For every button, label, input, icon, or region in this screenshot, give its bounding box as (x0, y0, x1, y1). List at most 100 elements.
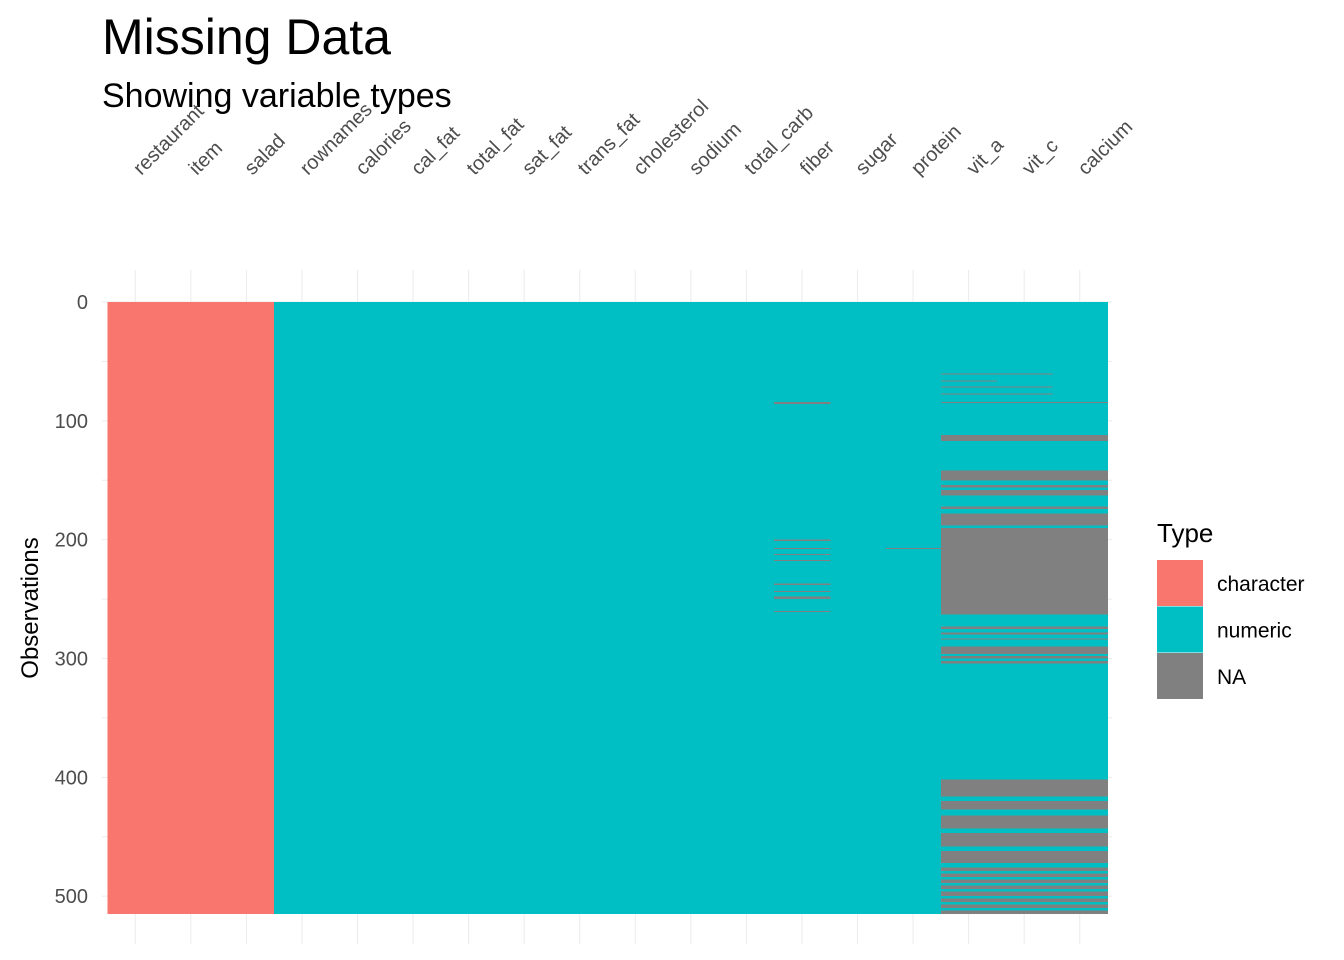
missing-tile (1051, 873, 1109, 878)
missing-tile (940, 910, 997, 914)
missing-tile (996, 779, 1053, 797)
missing-tile (996, 489, 1053, 496)
y-tick-label: 200 (55, 530, 88, 552)
missing-tile (996, 646, 1053, 654)
tile-salad (218, 302, 275, 914)
missing-tile (1051, 779, 1109, 797)
missing-tile (940, 386, 997, 388)
missing-tile (1051, 898, 1109, 903)
legend-key-character (1157, 560, 1203, 606)
missing-tile (996, 656, 1053, 659)
missing-tile (940, 435, 997, 442)
missing-tile (1051, 656, 1109, 659)
chart-title: Missing Data (102, 9, 391, 65)
x-tick-label-total_fat: total_fat (463, 113, 529, 179)
missing-tile (1051, 660, 1109, 664)
missing-tile (1051, 626, 1109, 629)
missing-tile (940, 851, 997, 863)
missing-tile (996, 632, 1053, 635)
missing-tile (996, 470, 1053, 481)
chart-subtitle: Showing variable types (102, 77, 452, 115)
missing-tile (996, 904, 1053, 909)
y-tick-label: 0 (77, 292, 88, 314)
tile-trans_fat (551, 302, 609, 914)
missing-tile (940, 656, 997, 659)
missing-tile (996, 851, 1053, 863)
y-tick-label: 500 (55, 886, 88, 908)
missing-tile (1051, 851, 1109, 863)
missing-tile (1051, 401, 1109, 404)
missing-tile (996, 801, 1053, 810)
missing-tile (996, 867, 1053, 872)
y-tick-label: 300 (55, 649, 88, 671)
missing-tile (996, 435, 1053, 442)
missing-tile (940, 626, 997, 629)
missing-tile (996, 626, 1053, 629)
missing-tile (940, 489, 997, 496)
missing-tile (1051, 801, 1109, 810)
missing-tile (996, 833, 1053, 847)
missing-tile (940, 646, 997, 654)
tile-rownames (274, 302, 331, 914)
missing-tile (996, 898, 1053, 903)
missing-tile (885, 547, 942, 550)
x-tick-label-cal_fat: cal_fat (407, 122, 465, 180)
missing-tile (996, 885, 1053, 890)
x-tick-label-protein: protein (907, 121, 966, 180)
missing-tile (996, 373, 1053, 375)
tile-sat_fat (496, 302, 553, 914)
missing-tile (940, 779, 997, 797)
x-tick-label-item: item (185, 137, 227, 179)
missing-tile (774, 583, 831, 585)
missing-tile (1051, 815, 1109, 829)
legend: Type character numeric NA (1157, 518, 1305, 699)
x-tick-label-sugar: sugar (851, 128, 902, 179)
missing-tile (996, 386, 1053, 388)
missing-tile (1051, 485, 1109, 488)
missing-tile (996, 891, 1053, 897)
missing-tile (774, 553, 831, 556)
x-tick-label-salad: salad (240, 130, 289, 179)
tile-cal_fat (385, 302, 442, 914)
missing-tile (774, 559, 831, 562)
x-tick-label-vit_c: vit_c (1018, 135, 1063, 180)
tile-restaurant (107, 302, 164, 914)
missing-tile (1051, 910, 1109, 914)
tile-sodium (663, 302, 720, 914)
missing-tile (940, 879, 997, 884)
missing-tile (996, 879, 1053, 884)
tile-calories (329, 302, 386, 914)
missing-tile (1051, 885, 1109, 890)
missing-tile (996, 393, 1053, 395)
missing-tile (996, 815, 1053, 829)
missing-tile (1051, 632, 1109, 635)
tile-item (163, 302, 220, 914)
missing-tile (940, 898, 997, 903)
tile-sugar (829, 302, 886, 914)
missing-tile (940, 632, 997, 635)
missing-tile (774, 596, 831, 600)
missing-tile (1051, 513, 1109, 526)
missing-tile (774, 590, 831, 592)
missing-tile (940, 373, 997, 375)
missing-tile (940, 513, 997, 526)
missing-tile (1051, 891, 1109, 897)
y-axis-label: Observations (17, 537, 44, 678)
missing-tile (996, 660, 1053, 664)
missing-tile (940, 833, 997, 847)
missing-tile (940, 470, 997, 481)
missing-tile (1051, 435, 1109, 442)
missing-tile (996, 485, 1053, 488)
legend-key-na (1157, 653, 1203, 699)
legend-title: Type (1157, 518, 1213, 548)
missing-tile (940, 380, 997, 382)
x-tick-label-vit_a: vit_a (963, 133, 1009, 179)
legend-label-character: character (1217, 573, 1305, 596)
missing-tile (996, 873, 1053, 878)
missing-tile (996, 506, 1053, 509)
x-tick-label-fiber: fiber (796, 136, 839, 179)
missing-tile (940, 904, 997, 909)
missing-tile (940, 815, 997, 829)
missing-tile (940, 506, 997, 509)
